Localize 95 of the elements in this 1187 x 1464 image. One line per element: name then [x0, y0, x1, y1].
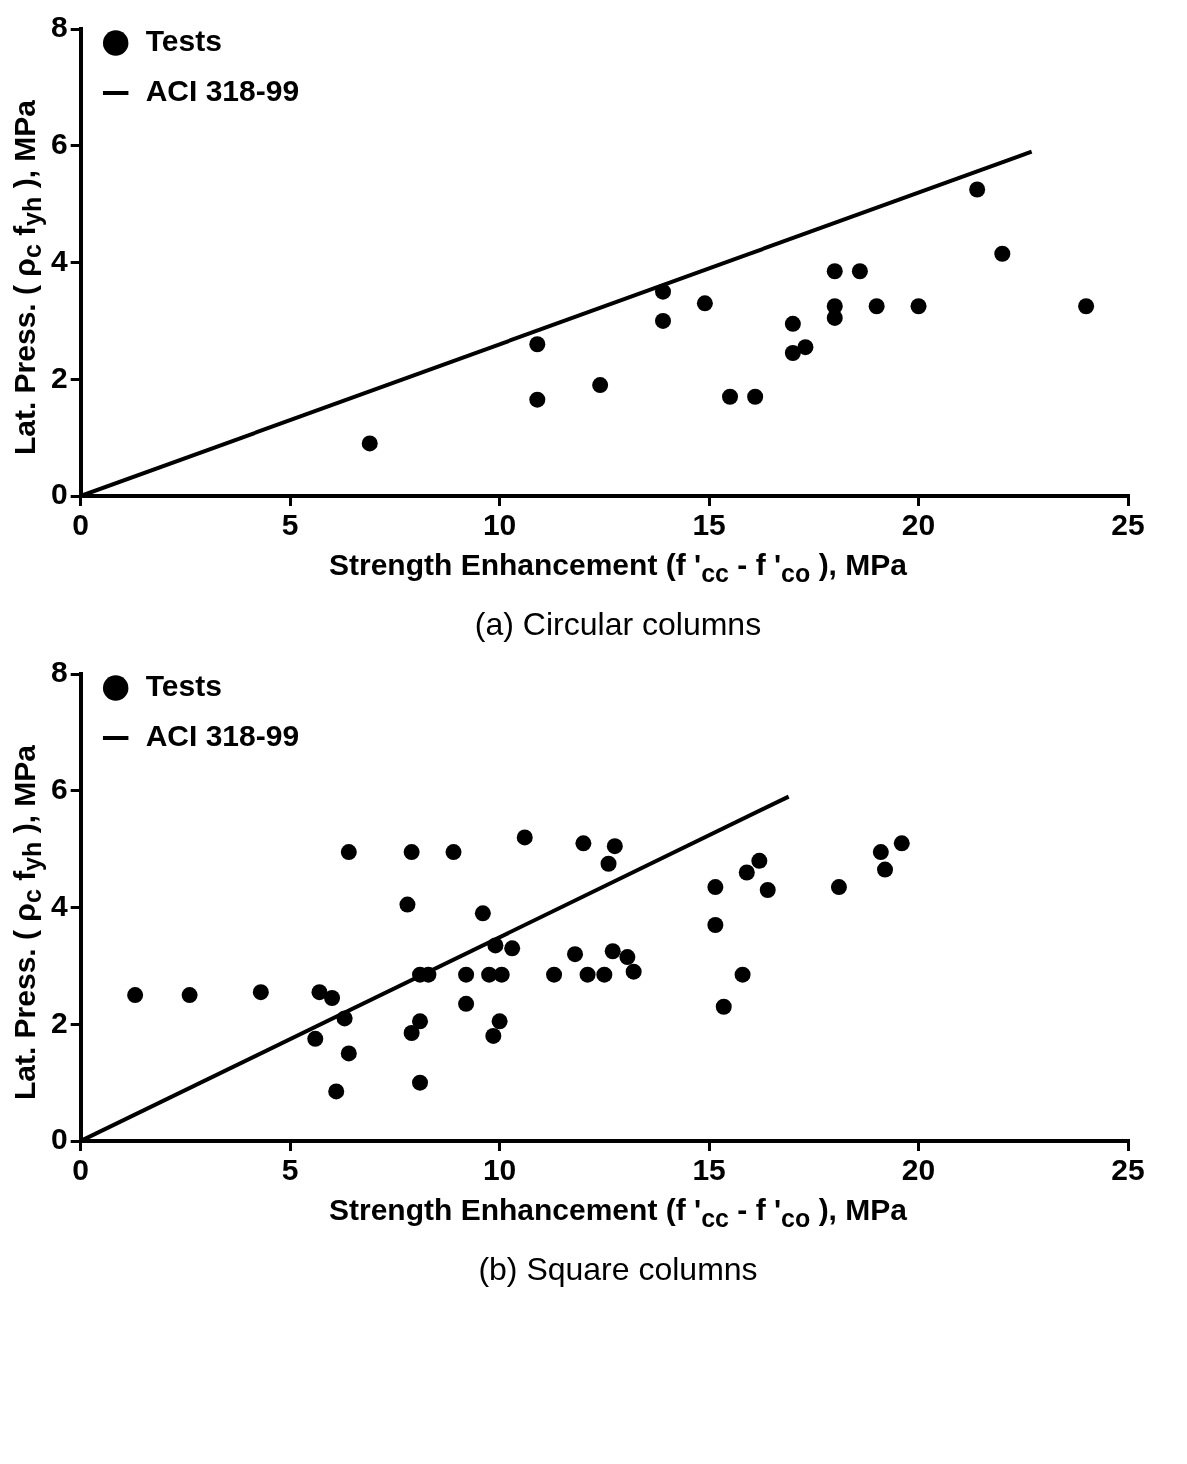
y-tick-label: 6: [51, 127, 68, 161]
point: [516, 829, 533, 846]
point: [625, 963, 642, 980]
point: [529, 391, 546, 408]
point: [328, 1083, 345, 1100]
x-axis-title: Strength Enhancement (f '$_{cc}$ - f '$_{co}$ ), MPa: [328, 1193, 908, 1233]
point: [458, 995, 475, 1012]
legend-label: Tests: [145, 669, 222, 703]
point: [654, 283, 671, 300]
x-tick-label: 25: [1111, 508, 1145, 542]
point: [751, 852, 768, 869]
y-tick-label: 0: [51, 1122, 68, 1156]
x-tick-label: 10: [482, 508, 517, 542]
point: [707, 879, 724, 896]
point: [575, 835, 592, 852]
point: [399, 896, 416, 913]
point: [336, 1010, 353, 1027]
point: [759, 881, 776, 898]
x-tick-label: 0: [72, 508, 90, 542]
point: [579, 966, 596, 983]
point: [127, 987, 144, 1004]
x-tick-label: 15: [692, 1153, 726, 1187]
y-tick-label: 6: [51, 772, 68, 806]
point: [606, 838, 623, 855]
x-tick-label: 15: [692, 508, 726, 542]
y-tick-label: 4: [51, 888, 68, 922]
point: [567, 946, 584, 963]
point: [851, 263, 868, 280]
point: [734, 966, 751, 983]
point: [529, 336, 546, 353]
point: [504, 940, 521, 957]
legend-label: ACI 318-99: [145, 719, 300, 753]
y-tick-label: 0: [51, 477, 68, 511]
point: [654, 312, 671, 329]
point: [994, 245, 1011, 262]
point: [877, 861, 894, 878]
point: [872, 844, 889, 861]
point: [412, 1074, 429, 1091]
x-tick-label: 10: [482, 1153, 517, 1187]
text: (a) Circular columns: [473, 606, 763, 643]
point: [340, 844, 357, 861]
point: [361, 435, 378, 452]
point: [181, 987, 198, 1004]
point: [715, 998, 732, 1015]
point: [738, 864, 755, 881]
point: [784, 315, 801, 332]
text: (b) Square columns: [477, 1251, 759, 1288]
point: [830, 879, 847, 896]
point: [340, 1045, 357, 1062]
point: [412, 1013, 429, 1030]
x-tick-label: 5: [281, 508, 299, 542]
point: [1078, 298, 1095, 315]
point: [445, 844, 462, 861]
point: [707, 917, 724, 934]
point: [592, 377, 609, 394]
point: [252, 984, 269, 1001]
point: [868, 298, 885, 315]
x-axis-title: Strength Enhancement (f '$_{cc}$ - f '$_{co}$ ), MPa: [328, 548, 908, 588]
point: [600, 855, 617, 872]
point: [696, 295, 713, 312]
y-tick-label: 2: [51, 1005, 68, 1039]
x-tick-label: 20: [901, 1153, 936, 1187]
point: [910, 298, 927, 315]
point: [493, 966, 510, 983]
point: [403, 844, 420, 861]
point: [797, 339, 814, 356]
y-tick-label: 8: [51, 10, 68, 44]
x-tick-label: 5: [281, 1153, 299, 1187]
y-tick-label: 8: [51, 655, 68, 689]
x-tick-label: 20: [901, 508, 936, 542]
point: [546, 966, 563, 983]
x-tick-label: 0: [72, 1153, 90, 1187]
point: [784, 344, 801, 361]
point: [324, 989, 341, 1006]
x-tick-label: 25: [1111, 1153, 1145, 1187]
point: [826, 263, 843, 280]
y-tick-label: 2: [51, 360, 68, 394]
point: [458, 966, 475, 983]
point: [619, 949, 636, 966]
point: [893, 835, 910, 852]
y-tick-label: 4: [51, 243, 68, 277]
point: [747, 388, 764, 405]
point: [403, 1025, 420, 1042]
point: [311, 984, 328, 1001]
point: [491, 1013, 508, 1030]
point: [485, 1027, 502, 1044]
point: [487, 937, 504, 954]
point: [474, 905, 491, 922]
legend-label: Tests: [145, 24, 222, 58]
legend-label: ACI 318-99: [145, 74, 300, 108]
point: [604, 943, 621, 960]
point: [722, 388, 739, 405]
point: [307, 1030, 324, 1047]
point: [969, 181, 986, 198]
point: [596, 966, 613, 983]
